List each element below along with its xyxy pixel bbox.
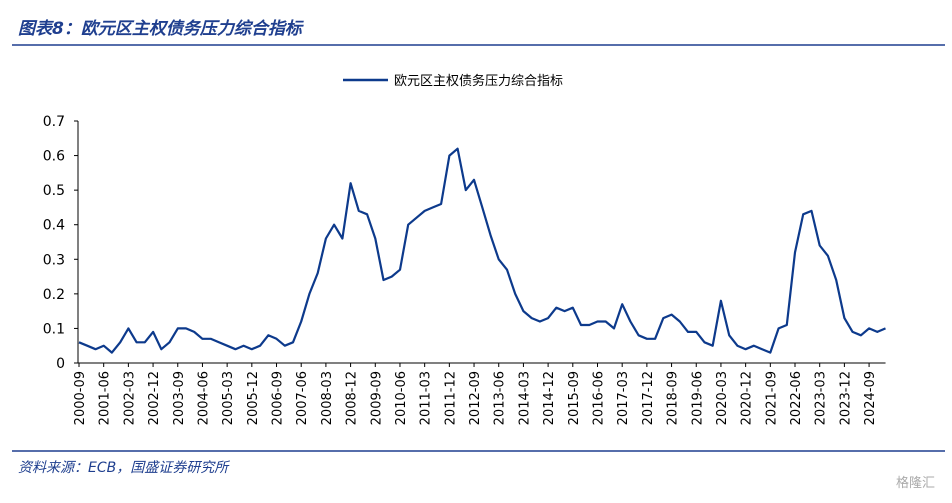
x-tick-label: 2004-06 xyxy=(196,371,211,425)
y-tick-label: 0.1 xyxy=(43,321,65,337)
x-tick-label: 2016-06 xyxy=(591,371,606,425)
x-tick-label: 2003-09 xyxy=(172,371,187,425)
x-tick-label: 2006-09 xyxy=(271,371,286,425)
data-line xyxy=(78,147,886,354)
y-tick-label: 0.6 xyxy=(43,149,65,165)
x-tick-label: 2000-09 xyxy=(73,371,88,425)
x-tick-label: 2009-09 xyxy=(369,371,384,425)
x-tick-label: 2005-03 xyxy=(221,371,236,425)
x-tick-label: 2011-03 xyxy=(419,371,434,425)
x-tick-label: 2012-09 xyxy=(468,371,483,425)
y-tick-label: 0.4 xyxy=(43,218,65,234)
x-tick-label: 2002-12 xyxy=(147,371,162,425)
legend-label: 欧元区主权债务压力综合指标 xyxy=(394,73,563,89)
y-tick-label: 0.2 xyxy=(43,287,65,303)
y-tick-label: 0.5 xyxy=(43,183,65,199)
x-tick-label: 2024-09 xyxy=(863,371,878,425)
source: 资料来源：ECB，国盛证券研究所 xyxy=(18,460,230,476)
x-tick-label: 2011-12 xyxy=(443,371,458,425)
x-tick-label: 2002-03 xyxy=(122,371,137,425)
x-tick-label: 2020-03 xyxy=(715,371,730,425)
x-tick-label: 2018-09 xyxy=(666,371,681,425)
watermark: 格隆汇 xyxy=(896,475,935,491)
x-tick-label: 2008-03 xyxy=(320,371,335,425)
y-tick-label: 0.3 xyxy=(43,252,65,268)
y-tick-label: 0 xyxy=(56,356,65,372)
x-tick-label: 2023-12 xyxy=(838,371,853,425)
x-tick-label: 2019-06 xyxy=(690,371,705,425)
x-tick-label: 2013-06 xyxy=(493,371,508,425)
x-tick-label: 2001-06 xyxy=(98,371,113,425)
x-tick-label: 2020-12 xyxy=(740,371,755,425)
x-tick-label: 2023-03 xyxy=(814,371,829,425)
x-tick-label: 2017-03 xyxy=(616,371,631,425)
x-tick-label: 2022-06 xyxy=(789,371,804,425)
x-tick-label: 2021-09 xyxy=(764,371,779,425)
x-tick-label: 2007-06 xyxy=(295,371,310,425)
x-tick-label: 2014-03 xyxy=(517,371,532,425)
y-tick-label: 0.7 xyxy=(43,114,65,130)
x-tick-label: 2010-06 xyxy=(394,371,409,425)
x-tick-label: 2005-12 xyxy=(246,371,261,425)
x-tick-label: 2015-09 xyxy=(567,371,582,425)
x-tick-label: 2008-12 xyxy=(345,371,360,425)
x-tick-label: 2017-12 xyxy=(641,371,656,425)
x-tick-label: 2014-12 xyxy=(542,371,557,425)
chart-title: 图表8：欧元区主权债务压力综合指标 xyxy=(18,19,304,39)
